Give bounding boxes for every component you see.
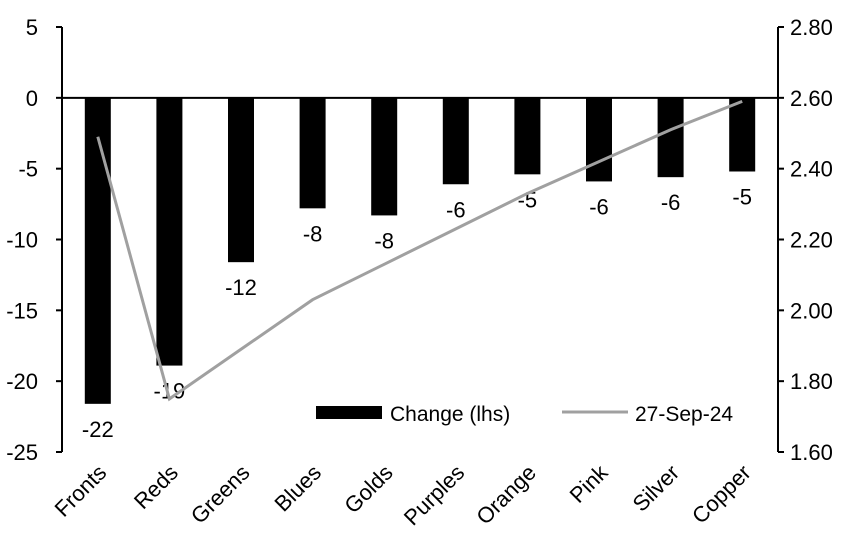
- bar-fronts: [84, 97, 111, 404]
- bar-purples: [442, 97, 469, 185]
- left-tick-label: 5: [26, 15, 38, 40]
- data-label: -6: [446, 197, 466, 222]
- legend-bar-swatch: [316, 406, 382, 419]
- bar-silver: [657, 97, 684, 178]
- bar-pink: [586, 97, 612, 182]
- bar-series: -22-19-12-8 -8-6 -5 -6 -6 -5: [62, 96, 778, 442]
- x-tick-label: Purples: [399, 460, 469, 530]
- line-series: [96, 99, 743, 402]
- data-label: -5: [518, 187, 538, 212]
- bar-copper: [729, 97, 756, 172]
- left-tick-label: -5: [18, 157, 38, 182]
- right-tick-label: 2.60: [790, 86, 833, 111]
- left-tick-label: -25: [6, 440, 38, 465]
- data-label: -5: [732, 185, 752, 210]
- legend-line-label: 27-Sep-24: [635, 403, 733, 426]
- right-tick-label: 2.80: [790, 15, 833, 40]
- line-27-sep-24: [96, 99, 743, 402]
- data-label: -22: [82, 417, 114, 442]
- x-tick-label: Blues: [270, 460, 327, 517]
- left-tick-label: -10: [6, 228, 38, 253]
- right-axis: 2.80 2.60 2.40 2.20 2.00 1.80 1.60: [777, 15, 833, 465]
- left-tick-label: -20: [6, 369, 38, 394]
- bar-reds: [156, 97, 183, 366]
- right-tick-label: 2.00: [790, 298, 833, 323]
- bar-blues: [299, 97, 326, 209]
- bar-greens: [228, 97, 254, 263]
- bar-golds: [371, 97, 398, 216]
- data-label: -6: [661, 190, 681, 215]
- x-tick-label: Silver: [628, 460, 685, 517]
- left-tick-label: -15: [6, 298, 38, 323]
- legend: Change (lhs) 27-Sep-24: [316, 403, 733, 426]
- data-label: -6: [589, 194, 609, 219]
- x-tick-label: Reds: [129, 460, 183, 514]
- data-label: -8: [374, 228, 394, 253]
- left-axis: 5 0 -5 -10 -15 -20 -25: [6, 15, 63, 465]
- right-tick-label: 1.80: [790, 369, 833, 394]
- right-tick-label: 2.20: [790, 228, 833, 253]
- right-tick-label: 1.60: [790, 440, 833, 465]
- data-label: -12: [225, 275, 257, 300]
- x-tick-label: Greens: [186, 460, 255, 529]
- left-tick-label: 0: [26, 86, 38, 111]
- x-tick-label: Golds: [339, 460, 397, 518]
- x-tick-label: Fronts: [50, 460, 112, 522]
- right-tick-label: 2.40: [790, 157, 833, 182]
- x-tick-label: Copper: [687, 460, 756, 529]
- x-tick-label: Orange: [471, 460, 541, 530]
- bar-orange: [514, 97, 541, 175]
- x-axis-labels: Fronts Reds Greens Blues Golds Purples Orange P…: [50, 459, 756, 530]
- data-label: -8: [303, 221, 323, 246]
- x-tick-label: Pink: [565, 459, 614, 508]
- legend-bar-label: Change (lhs): [390, 403, 510, 426]
